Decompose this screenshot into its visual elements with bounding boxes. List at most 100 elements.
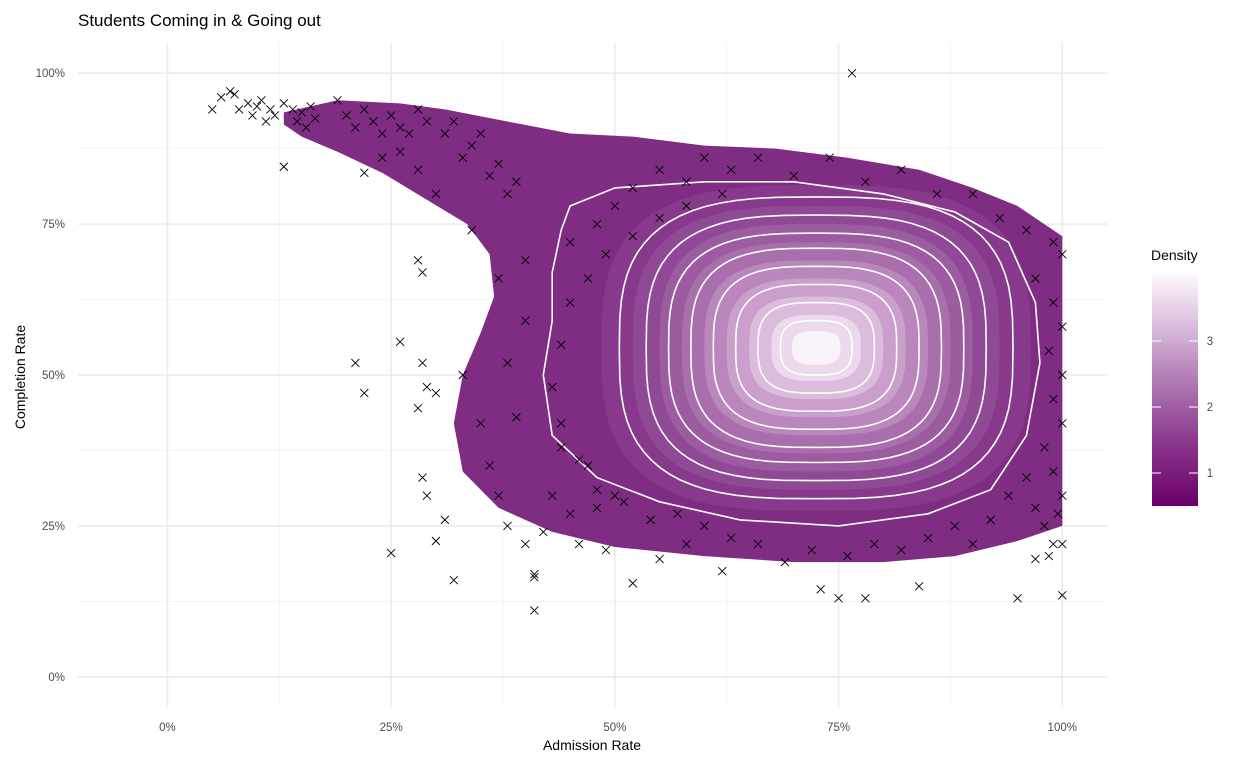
scatter-point — [449, 117, 459, 126]
scatter-point — [266, 105, 275, 114]
scatter-point — [467, 141, 477, 150]
scatter-point — [413, 255, 423, 265]
scatter-point — [753, 153, 763, 163]
x-tick-label: 25% — [380, 722, 403, 734]
contour-line — [667, 232, 965, 464]
scatter-point — [279, 99, 289, 108]
scatter-point — [351, 123, 360, 132]
scatter-point — [968, 539, 978, 549]
scatter-point — [333, 96, 342, 105]
scatter-point — [1040, 521, 1049, 531]
scatter-point — [494, 491, 503, 501]
scatter-point — [494, 159, 503, 169]
scatter-point — [1053, 509, 1063, 519]
scatter-point — [556, 443, 566, 452]
scatter-point — [476, 418, 485, 428]
contour-line — [734, 283, 898, 413]
scatter-point — [619, 497, 629, 507]
scatter-points — [207, 68, 1067, 615]
scatter-point — [628, 231, 638, 241]
contour-line — [645, 214, 988, 482]
scatter-point — [682, 201, 691, 211]
scatter-point — [646, 515, 655, 525]
scatter-point — [726, 165, 736, 175]
scatter-point — [655, 554, 664, 564]
scatter-point — [521, 316, 530, 325]
scatter-point — [574, 455, 584, 464]
legend-title: Density — [1151, 247, 1198, 263]
scatter-point — [243, 99, 253, 108]
legend-colorbar — [1152, 275, 1198, 506]
scatter-point — [717, 566, 727, 576]
scatter-point — [923, 533, 933, 543]
scatter-point — [431, 536, 441, 546]
x-axis-title: Admission Rate — [543, 737, 641, 753]
scatter-point — [257, 96, 266, 105]
scatter-point — [360, 388, 369, 398]
legend-tick-label: 3 — [1207, 336, 1213, 348]
scatter-point — [351, 358, 360, 368]
scatter-point — [1013, 594, 1022, 603]
scatter-point — [780, 557, 790, 567]
scatter-point — [512, 412, 521, 422]
scatter-point — [932, 189, 942, 199]
scatter-point — [583, 274, 593, 283]
scatter-point — [1004, 491, 1013, 501]
scatter-point — [234, 105, 244, 114]
scatter-point — [503, 358, 512, 368]
scatter-point — [216, 93, 226, 102]
scatter-point — [592, 219, 602, 229]
scatter-point — [476, 129, 485, 138]
scatter-point — [422, 117, 432, 126]
scatter-point — [610, 491, 620, 501]
scatter-point — [422, 491, 432, 501]
scatter-point — [843, 551, 852, 561]
scatter-point — [368, 117, 378, 126]
scatter-point — [270, 111, 280, 120]
scatter-point — [592, 503, 602, 513]
scatter-point — [342, 111, 351, 120]
scatter-point — [556, 418, 566, 428]
scatter-point — [413, 165, 423, 175]
scatter-point — [458, 153, 468, 163]
y-axis-title: Completion Rate — [12, 325, 28, 429]
scatter-point — [1040, 443, 1049, 452]
scatter-point — [816, 584, 825, 594]
scatter-point — [395, 123, 405, 132]
legend-tick-label: 2 — [1207, 402, 1213, 414]
scatter-point — [986, 515, 995, 525]
scatter-point — [413, 105, 423, 114]
x-tick-label: 0% — [159, 722, 176, 734]
scatter-point — [565, 237, 575, 247]
scatter-point — [565, 509, 575, 519]
scatter-point — [1031, 554, 1040, 564]
scatter-point — [1048, 539, 1058, 549]
scatter-point — [682, 177, 691, 187]
scatter-point — [310, 114, 320, 123]
density-band — [792, 330, 841, 365]
scatter-point — [628, 183, 638, 193]
scatter-point — [252, 102, 262, 111]
scatter-point — [655, 165, 664, 175]
y-tick-label: 50% — [42, 370, 65, 382]
scatter-point — [485, 171, 494, 181]
scatter-point — [521, 539, 530, 549]
scatter-point — [1031, 503, 1040, 513]
scatter-point — [1048, 394, 1058, 404]
scatter-point — [834, 594, 843, 603]
scatter-point — [395, 337, 405, 347]
scatter-point — [418, 268, 427, 277]
contour-line — [618, 196, 1014, 500]
scatter-point — [968, 189, 978, 199]
scatter-point — [279, 162, 289, 172]
scatter-point — [628, 578, 638, 588]
scatter-point — [565, 298, 575, 307]
x-tick-label: 100% — [1048, 722, 1077, 734]
y-tick-label: 75% — [42, 219, 65, 231]
scatter-point — [583, 461, 593, 470]
scatter-point — [870, 539, 879, 549]
scatter-point — [601, 249, 611, 259]
scatter-point — [700, 153, 709, 163]
contour-line — [690, 247, 943, 449]
